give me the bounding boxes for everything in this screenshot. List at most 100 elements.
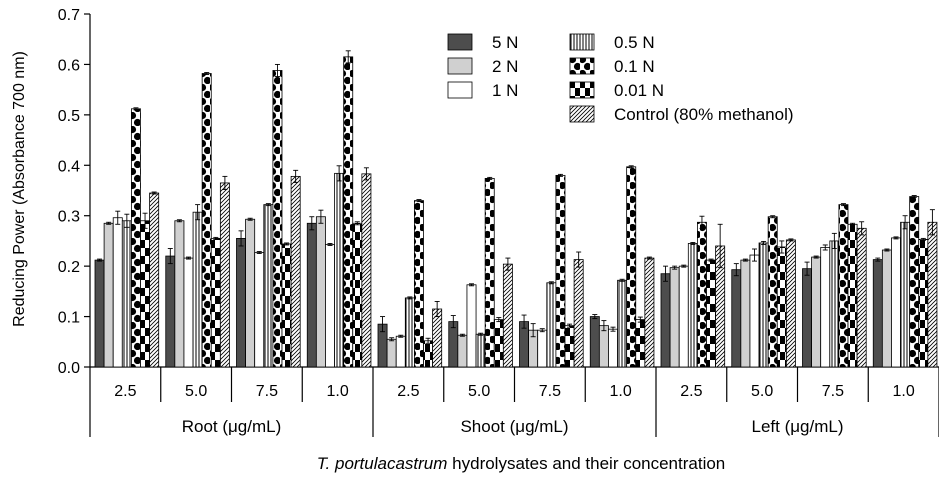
- y-tick-label: 0.5: [58, 108, 80, 125]
- bar: [493, 319, 504, 368]
- x-tick-label: 1.0: [327, 383, 349, 400]
- legend-label: Control (80% methanol): [614, 105, 794, 124]
- bar: [306, 222, 317, 368]
- bar: [820, 247, 831, 368]
- x-tick-label: 2.5: [680, 383, 702, 400]
- bar: [564, 325, 575, 368]
- bar: [386, 338, 397, 368]
- bar: [838, 204, 849, 368]
- bar: [626, 166, 637, 368]
- bar: [263, 204, 274, 368]
- legend-swatch: [447, 33, 473, 51]
- group-label: Left (μg/mL): [752, 417, 844, 436]
- group-label: Root (μg/mL): [182, 417, 282, 436]
- bar: [174, 220, 185, 368]
- bar: [546, 282, 557, 368]
- y-tick-label: 0.3: [58, 209, 80, 226]
- legend-swatch: [569, 33, 595, 51]
- bar: [537, 329, 548, 368]
- bar: [829, 240, 840, 368]
- bar: [395, 335, 406, 368]
- bar: [589, 316, 600, 368]
- bar: [635, 319, 646, 368]
- bar: [802, 268, 813, 368]
- bar: [811, 256, 822, 368]
- legend-label: 0.01 N: [614, 81, 664, 100]
- bar: [847, 223, 858, 368]
- bar: [573, 259, 584, 368]
- bar: [776, 246, 787, 368]
- bar: [201, 73, 212, 368]
- bar: [731, 269, 742, 368]
- x-tick-label: 7.5: [256, 383, 278, 400]
- bar: [94, 259, 105, 368]
- x-tick-label: 5.0: [185, 383, 207, 400]
- bar: [219, 182, 230, 368]
- bar: [475, 333, 486, 368]
- bar: [555, 174, 566, 368]
- legend-label: 5 N: [492, 33, 518, 52]
- bar: [343, 56, 354, 368]
- bar: [423, 340, 434, 368]
- x-tick-label: 1.0: [610, 383, 632, 400]
- x-tick-label: 7.5: [539, 383, 561, 400]
- bar: [484, 177, 495, 368]
- bar: [785, 239, 796, 368]
- y-tick-label: 0.2: [58, 259, 80, 276]
- bar: [502, 263, 513, 368]
- bar: [290, 175, 301, 368]
- y-tick-label: 0.7: [58, 7, 80, 24]
- legend-label: 0.1 N: [614, 57, 655, 76]
- legend-label: 0.5 N: [614, 33, 655, 52]
- bar: [272, 70, 283, 368]
- bar: [749, 254, 760, 368]
- bar: [697, 221, 707, 368]
- bar: [140, 220, 151, 368]
- bar: [210, 238, 221, 368]
- bar: [856, 227, 867, 368]
- x-axis-label-italic: T. portulacastrum: [317, 454, 448, 473]
- bar: [881, 249, 892, 368]
- x-tick-label: 7.5: [822, 383, 844, 400]
- bar: [281, 243, 292, 368]
- bar: [236, 238, 247, 368]
- bar: [660, 273, 671, 368]
- bar: [758, 242, 769, 368]
- x-tick-label: 1.0: [893, 383, 915, 400]
- bar: [617, 279, 628, 368]
- bar: [149, 192, 160, 368]
- bar: [165, 255, 176, 368]
- bar: [598, 325, 609, 368]
- bar: [361, 173, 372, 368]
- x-tick-label: 5.0: [468, 383, 490, 400]
- bar: [457, 334, 468, 368]
- bar: [740, 259, 751, 368]
- bar: [413, 200, 424, 368]
- bar: [130, 108, 141, 368]
- legend-label: 2 N: [492, 57, 518, 76]
- bar: [112, 217, 123, 368]
- bar: [669, 267, 680, 368]
- bar: [245, 218, 256, 368]
- bar: [121, 220, 132, 368]
- x-axis-label: T. portulacastrum hydrolysates and their…: [317, 454, 726, 473]
- bar: [644, 257, 655, 368]
- bar: [918, 239, 929, 368]
- legend-swatch: [569, 105, 595, 123]
- bar: [432, 308, 443, 368]
- x-tick-label: 5.0: [751, 383, 773, 400]
- bar: [687, 243, 698, 368]
- y-tick-label: 0.1: [58, 310, 80, 327]
- legend-swatch: [447, 57, 473, 75]
- bar: [183, 257, 194, 368]
- legend-swatch: [569, 81, 595, 99]
- legend-swatch: [447, 81, 473, 99]
- x-tick-label: 2.5: [114, 383, 136, 400]
- bar: [103, 222, 114, 368]
- bar: [192, 211, 203, 368]
- bar: [315, 216, 326, 368]
- bar: [325, 244, 335, 368]
- y-axis-label: Reducing Power (Absorbance 700 nm): [11, 51, 28, 327]
- x-axis-label-rest: hydrolysates and their concentration: [447, 454, 725, 473]
